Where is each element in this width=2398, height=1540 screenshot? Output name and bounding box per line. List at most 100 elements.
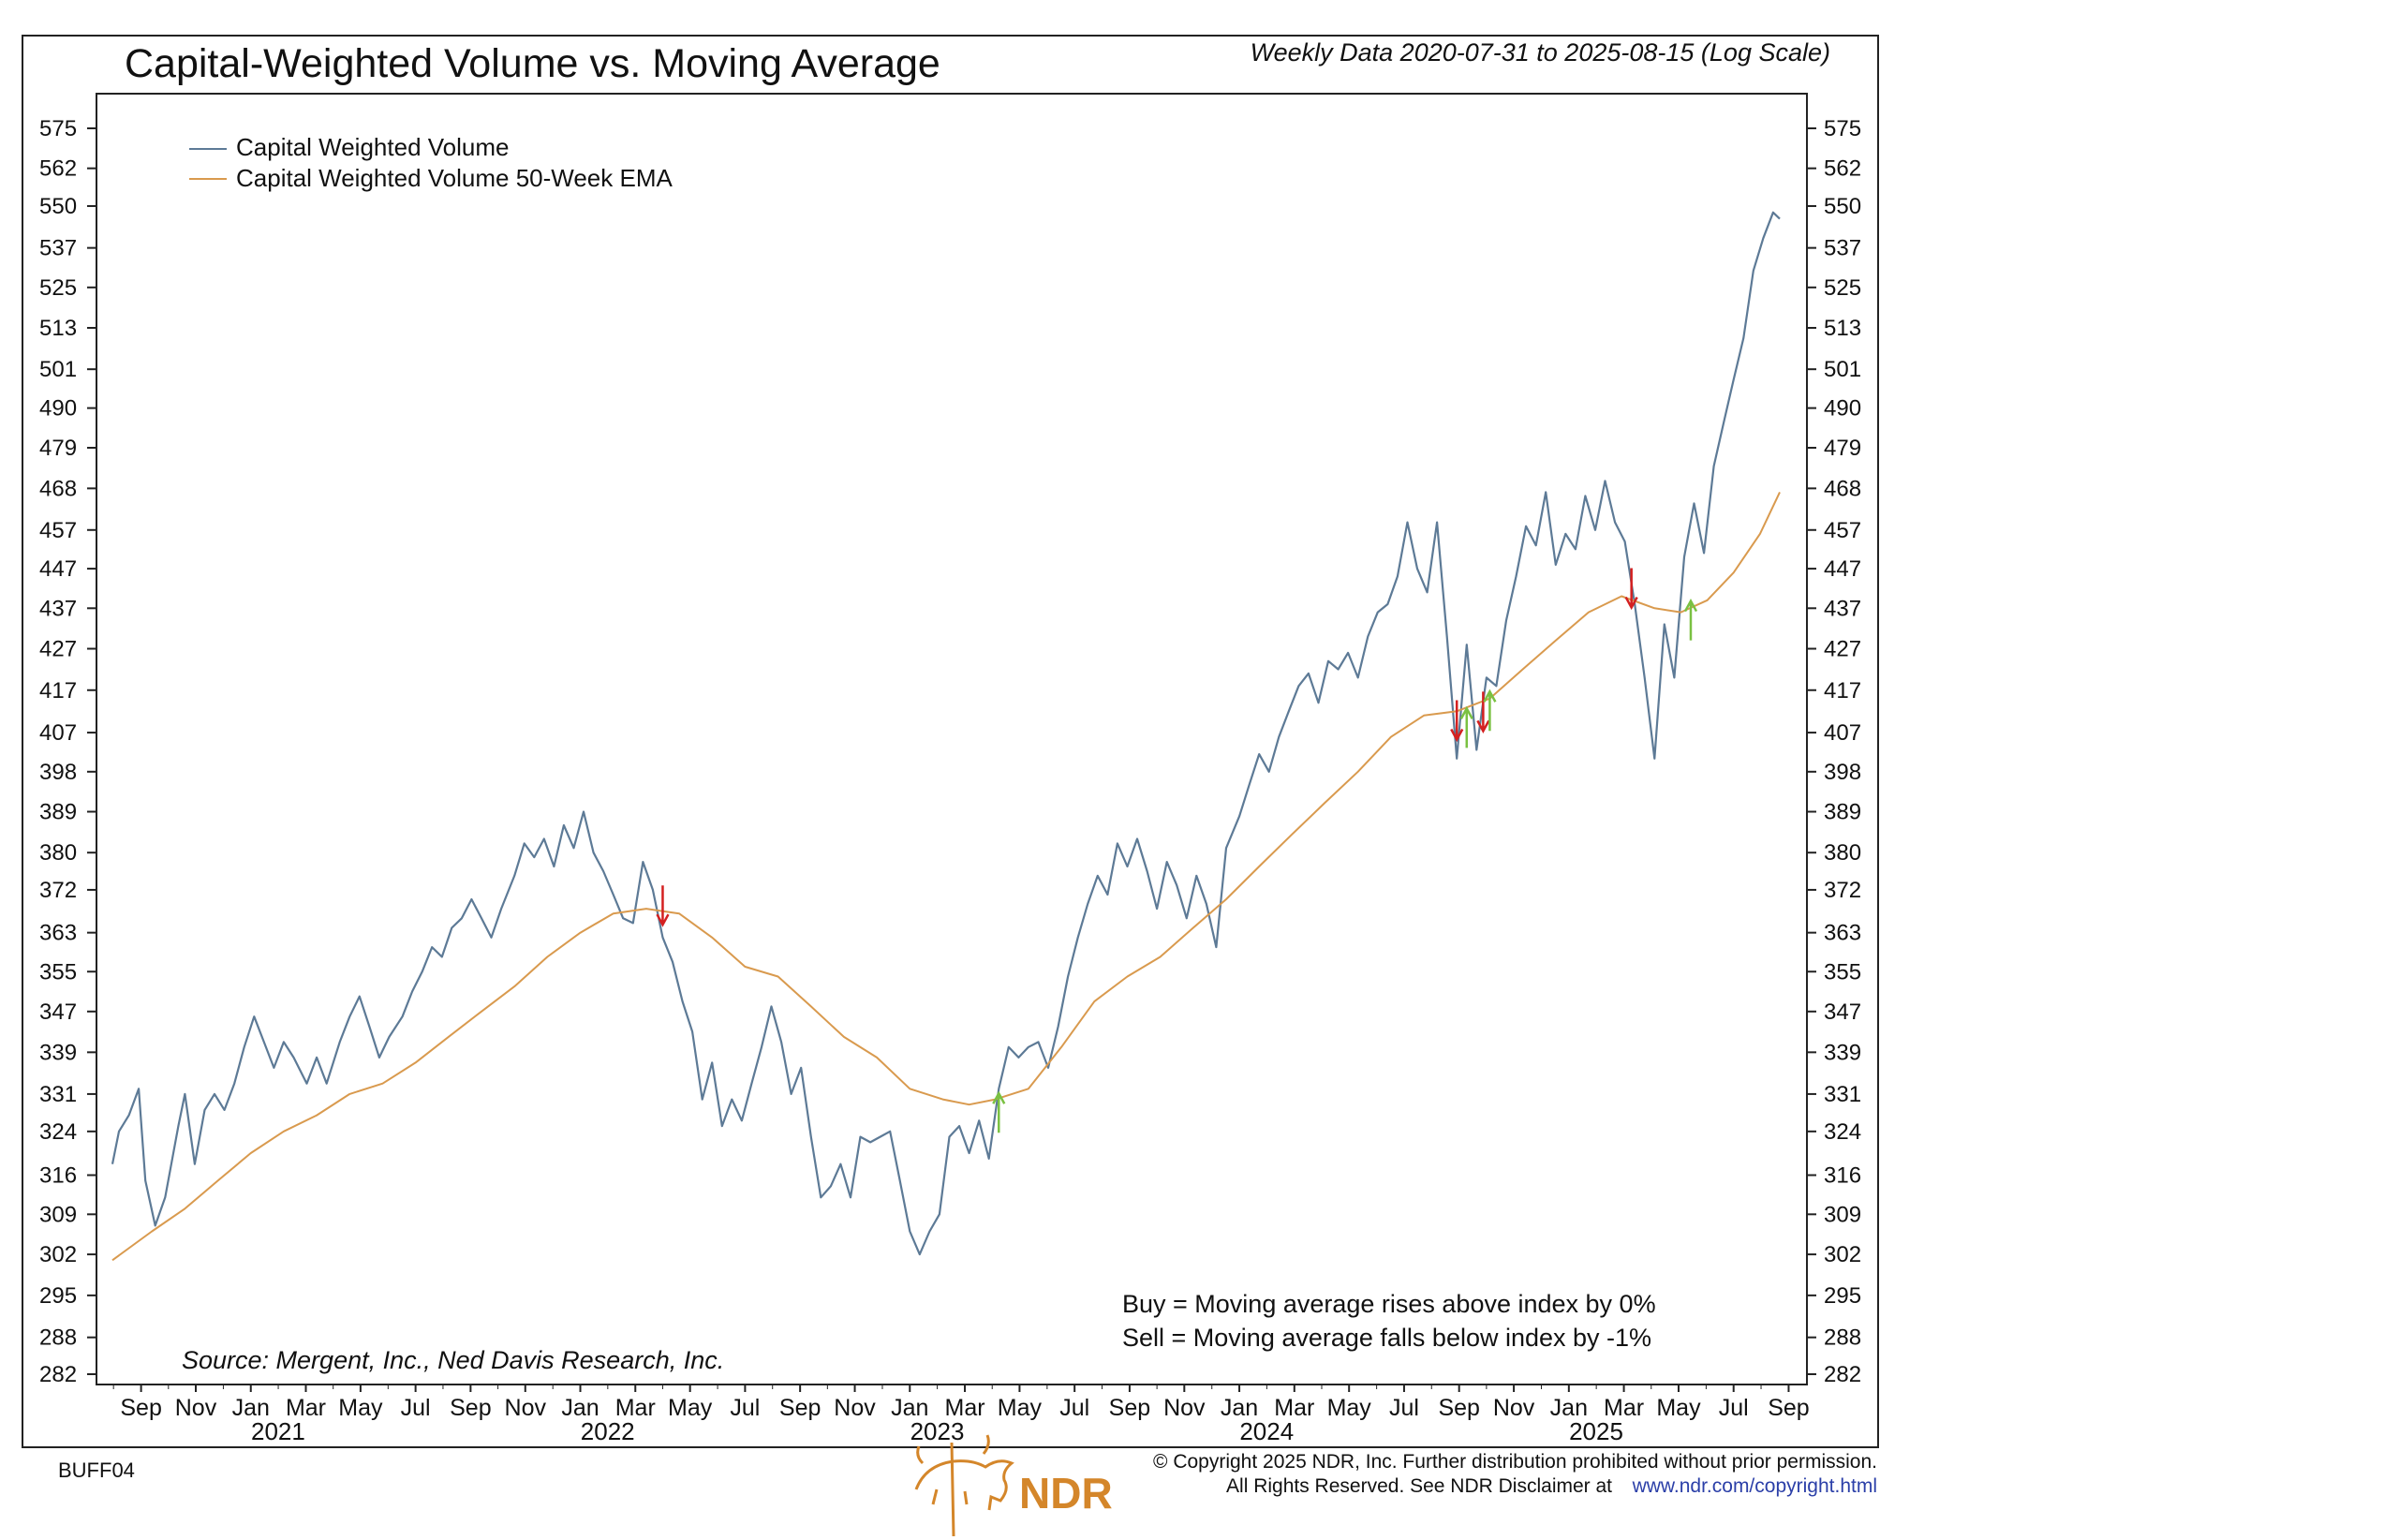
- y-tick-label-left-550: 550: [39, 194, 77, 219]
- signal-layer: [656, 568, 1698, 1133]
- y-tick-label-left-457: 457: [39, 518, 77, 543]
- y-tick-label-right-457: 457: [1824, 518, 1861, 543]
- x-month-label-0: Sep: [120, 1395, 161, 1421]
- y-tick-label-right-550: 550: [1824, 194, 1861, 219]
- x-year-label-2024: 2024: [1239, 1417, 1294, 1445]
- y-tick-label-right-479: 479: [1824, 436, 1861, 461]
- x-month-label-26: Jan: [1550, 1395, 1588, 1421]
- sell-signal-arrow-6: [1624, 568, 1638, 611]
- y-tick-label-right-525: 525: [1824, 275, 1861, 301]
- y-tick-label-right-324: 324: [1824, 1119, 1861, 1145]
- x-month-label-4: May: [338, 1395, 383, 1421]
- y-tick-label-left-447: 447: [39, 556, 77, 582]
- y-tick-label-right-355: 355: [1824, 959, 1861, 985]
- chart-title: Capital-Weighted Volume vs. Moving Avera…: [125, 41, 940, 86]
- chart-outer-frame: [22, 35, 1879, 1448]
- y-tick-label-left-525: 525: [39, 275, 77, 301]
- y-tick-label-right-490: 490: [1824, 396, 1861, 422]
- x-month-label-17: Jul: [1059, 1395, 1089, 1421]
- x-month-label-15: Mar: [945, 1395, 985, 1421]
- copyright-link[interactable]: www.ndr.com/copyright.html: [1632, 1475, 1877, 1497]
- y-tick-label-left-282: 282: [39, 1362, 77, 1387]
- y-tick-label-right-302: 302: [1824, 1242, 1861, 1267]
- y-tick-label-left-537: 537: [39, 236, 77, 261]
- x-month-label-27: Mar: [1604, 1395, 1644, 1421]
- x-month-label-30: Sep: [1768, 1395, 1809, 1421]
- y-tick-label-right-331: 331: [1824, 1082, 1861, 1107]
- y-tick-label-right-437: 437: [1824, 596, 1861, 621]
- y-tick-label-right-447: 447: [1824, 556, 1861, 582]
- x-month-label-13: Nov: [834, 1395, 876, 1421]
- buy-signal-arrow-1: [992, 1090, 1006, 1133]
- y-tick-label-left-562: 562: [39, 156, 77, 182]
- plot-area: [96, 93, 1808, 1385]
- y-tick-label-left-513: 513: [39, 316, 77, 341]
- y-tick-label-left-575: 575: [39, 116, 77, 141]
- x-month-label-12: Sep: [779, 1395, 821, 1421]
- y-tick-label-left-288: 288: [39, 1325, 77, 1351]
- y-tick-label-right-347: 347: [1824, 1000, 1861, 1025]
- y-tick-label-right-575: 575: [1824, 116, 1861, 141]
- y-tick-label-left-363: 363: [39, 921, 77, 946]
- y-tick-label-left-407: 407: [39, 720, 77, 746]
- series-layer: [111, 211, 1781, 1262]
- y-tick-label-right-295: 295: [1824, 1283, 1861, 1309]
- x-month-label-7: Nov: [505, 1395, 547, 1421]
- x-month-label-8: Jan: [561, 1395, 599, 1421]
- y-axis-right: 575 562 550 537 525 513 501 490 479 468 457 447 437 4…: [1807, 116, 1861, 1387]
- y-tick-label-left-490: 490: [39, 396, 77, 422]
- x-month-label-25: Nov: [1493, 1395, 1535, 1421]
- legend: Capital Weighted Volume Capital Weighted…: [189, 133, 673, 192]
- y-tick-label-right-363: 363: [1824, 921, 1861, 946]
- sell-signal-arrow-4: [1476, 691, 1490, 733]
- y-tick-label-right-398: 398: [1824, 760, 1861, 785]
- x-month-label-24: Sep: [1438, 1395, 1479, 1421]
- y-tick-label-right-407: 407: [1824, 720, 1861, 746]
- y-tick-label-right-468: 468: [1824, 476, 1861, 501]
- y-tick-label-left-468: 468: [39, 476, 77, 501]
- series-line-ema: [111, 491, 1781, 1262]
- y-tick-label-left-398: 398: [39, 760, 77, 785]
- x-month-label-14: Jan: [891, 1395, 928, 1421]
- y-tick-label-left-427: 427: [39, 637, 77, 662]
- y-tick-label-right-380: 380: [1824, 840, 1861, 866]
- y-tick-label-left-339: 339: [39, 1040, 77, 1065]
- x-month-label-3: Mar: [286, 1395, 326, 1421]
- y-tick-label-left-479: 479: [39, 436, 77, 461]
- x-month-label-23: Jul: [1389, 1395, 1419, 1421]
- y-tick-label-right-501: 501: [1824, 357, 1861, 382]
- x-month-label-18: Sep: [1109, 1395, 1150, 1421]
- x-month-label-22: May: [1327, 1395, 1372, 1421]
- buy-signal-arrow-5: [1483, 689, 1497, 732]
- sell-signal-arrow-0: [656, 885, 670, 927]
- copyright-text: All Rights Reserved. See NDR Disclaimer …: [1226, 1475, 1612, 1497]
- y-tick-label-right-389: 389: [1824, 800, 1861, 825]
- sell-rule-note: Sell = Moving average falls below index …: [1122, 1324, 1651, 1352]
- y-tick-label-left-309: 309: [39, 1202, 77, 1227]
- source-note: Source: Mergent, Inc., Ned Davis Researc…: [182, 1346, 724, 1374]
- ndr-logo: NDR: [914, 1434, 1113, 1537]
- sell-signal-arrow-2: [1450, 700, 1464, 743]
- y-tick-label-left-355: 355: [39, 959, 77, 985]
- copyright-line-1: © Copyright 2025 NDR, Inc. Further distr…: [1153, 1451, 1877, 1473]
- chart-subtitle: Weekly Data 2020-07-31 to 2025-08-15 (Lo…: [1251, 38, 1830, 67]
- y-tick-label-left-295: 295: [39, 1283, 77, 1309]
- y-tick-label-right-562: 562: [1824, 156, 1861, 182]
- series-line-volume: [111, 211, 1781, 1256]
- y-tick-label-right-316: 316: [1824, 1162, 1861, 1188]
- y-tick-label-right-372: 372: [1824, 878, 1861, 903]
- bull-bear-icon: [914, 1434, 1014, 1537]
- y-tick-label-left-324: 324: [39, 1119, 77, 1145]
- y-tick-label-right-282: 282: [1824, 1362, 1861, 1387]
- x-axis: Sep Nov Jan Mar May Jul Sep Nov Jan Mar May Jul Sep N…: [112, 1385, 1810, 1445]
- y-tick-label-right-417: 417: [1824, 678, 1861, 703]
- y-tick-label-right-309: 309: [1824, 1202, 1861, 1227]
- y-tick-label-left-316: 316: [39, 1162, 77, 1188]
- y-tick-label-left-437: 437: [39, 596, 77, 621]
- legend-label-ema: Capital Weighted Volume 50-Week EMA: [236, 164, 673, 192]
- y-tick-label-left-372: 372: [39, 878, 77, 903]
- x-month-label-11: Jul: [730, 1395, 760, 1421]
- y-tick-label-left-347: 347: [39, 1000, 77, 1025]
- y-tick-label-left-389: 389: [39, 800, 77, 825]
